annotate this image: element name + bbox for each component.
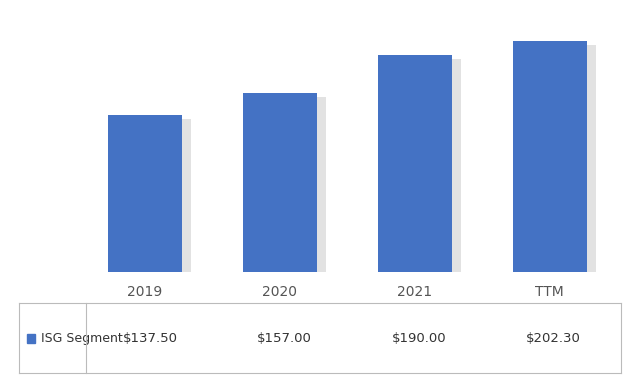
Text: $190.00: $190.00 (392, 332, 447, 345)
FancyBboxPatch shape (387, 59, 461, 276)
FancyBboxPatch shape (252, 96, 326, 276)
Bar (378, 56, 452, 272)
Text: $157.00: $157.00 (257, 332, 312, 345)
Bar (243, 93, 317, 272)
Text: $137.50: $137.50 (123, 332, 178, 345)
Text: $202.30: $202.30 (526, 332, 581, 345)
FancyBboxPatch shape (522, 45, 596, 276)
Text: ISG Segment: ISG Segment (40, 332, 122, 345)
Bar (108, 116, 182, 272)
FancyBboxPatch shape (117, 119, 191, 276)
Bar (513, 42, 587, 272)
